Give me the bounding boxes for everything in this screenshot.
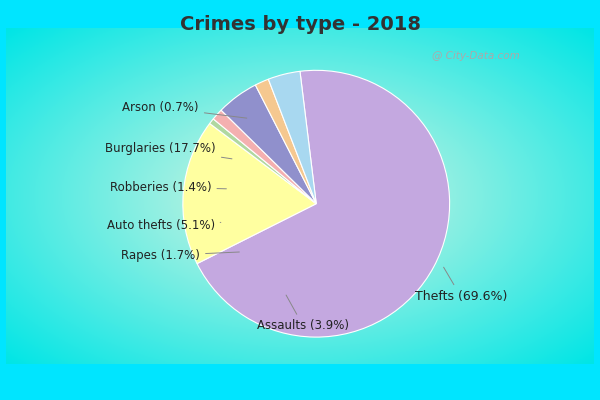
Text: Arson (0.7%): Arson (0.7%) [122,101,247,118]
Text: Assaults (3.9%): Assaults (3.9%) [257,295,349,332]
Wedge shape [183,124,316,264]
Wedge shape [256,79,316,204]
Text: Burglaries (17.7%): Burglaries (17.7%) [105,142,232,159]
Text: Rapes (1.7%): Rapes (1.7%) [121,249,239,262]
Text: Robberies (1.4%): Robberies (1.4%) [110,180,226,194]
Text: Auto thefts (5.1%): Auto thefts (5.1%) [107,220,221,232]
Wedge shape [221,85,316,204]
Text: @ City-Data.com: @ City-Data.com [432,51,520,61]
Wedge shape [213,110,316,204]
Text: Thefts (69.6%): Thefts (69.6%) [415,267,507,303]
Wedge shape [268,71,316,204]
Wedge shape [197,70,449,337]
Wedge shape [209,119,316,204]
Text: Crimes by type - 2018: Crimes by type - 2018 [179,14,421,34]
